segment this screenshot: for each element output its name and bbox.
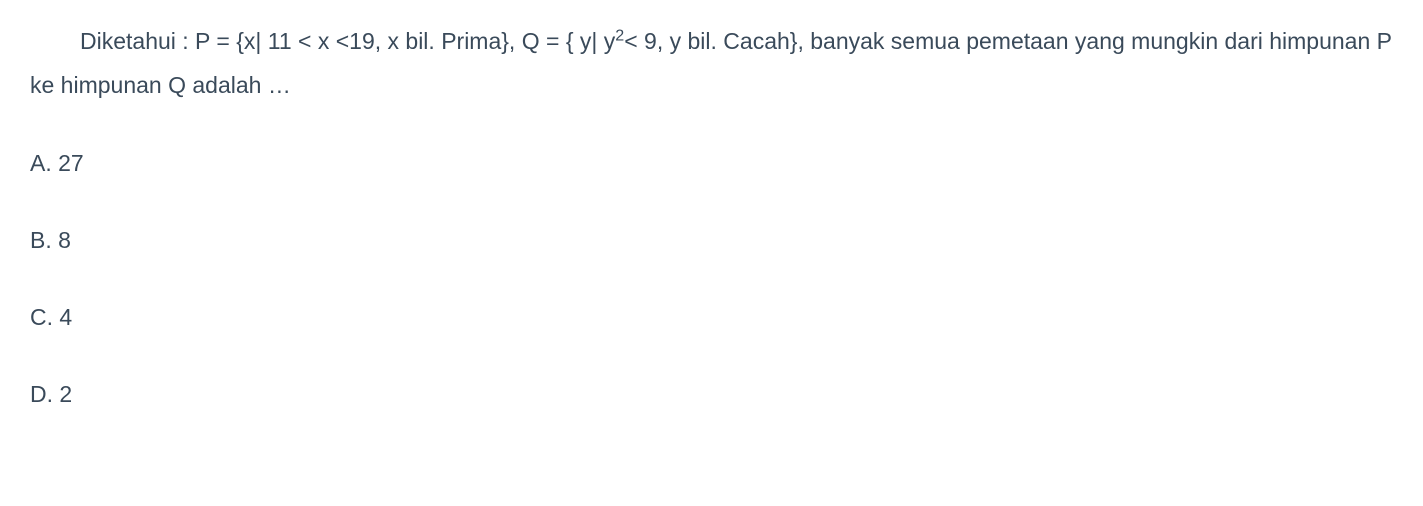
option-a-label: A. 27 xyxy=(30,150,84,176)
option-b-label: B. 8 xyxy=(30,227,71,253)
option-c-label: C. 4 xyxy=(30,304,72,330)
question-text: Diketahui : P = {x| 11 < x <19, x bil. P… xyxy=(30,20,1393,107)
option-d-label: D. 2 xyxy=(30,381,72,407)
option-d[interactable]: D. 2 xyxy=(30,376,1393,413)
option-b[interactable]: B. 8 xyxy=(30,222,1393,259)
question-part1: Diketahui : P = {x| 11 < x <19, x bil. P… xyxy=(80,28,615,54)
option-c[interactable]: C. 4 xyxy=(30,299,1393,336)
option-a[interactable]: A. 27 xyxy=(30,145,1393,182)
question-superscript: 2 xyxy=(615,26,624,44)
